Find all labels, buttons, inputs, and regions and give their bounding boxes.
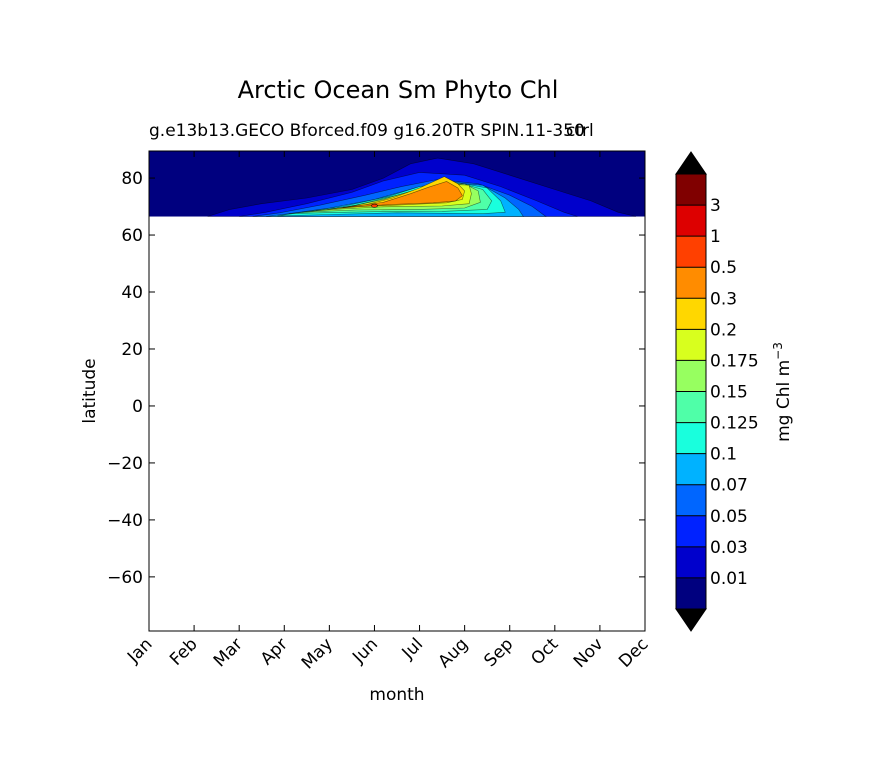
x-tick-label: Jan [123, 634, 156, 667]
contour-band-10 [342, 181, 463, 208]
y-tick-label: −40 [107, 511, 143, 531]
x-tick-label: Jun [348, 634, 382, 668]
colorbar-tick-label: 0.125 [710, 414, 759, 434]
colorbar-tick-label: 0.2 [710, 320, 737, 340]
x-tick-label: Dec [615, 634, 652, 671]
colorbar-swatch [676, 484, 706, 516]
colorbar-tick-label: 0.175 [710, 351, 759, 371]
y-tick-label: 20 [121, 340, 143, 360]
colorbar-tick-label: 0.07 [710, 476, 748, 496]
colorbar-swatch [676, 422, 706, 454]
colorbar-swatch [676, 174, 706, 206]
y-tick-label: −20 [107, 454, 143, 474]
chart-subtitle-case: g.e13b13.GECO Bforced.f09 g16.20TR SPIN.… [149, 121, 585, 141]
contour-field [149, 151, 645, 217]
x-tick-label: Aug [435, 634, 473, 672]
chart-title: Arctic Ocean Sm Phyto Chl [237, 76, 559, 104]
y-tick-label: 80 [121, 169, 143, 189]
y-tick-label: −60 [107, 568, 143, 588]
colorbar-tick-label: 0.01 [710, 569, 748, 589]
colorbar-swatch [676, 236, 706, 268]
plot-frame [148, 150, 646, 632]
colorbar-swatch [676, 329, 706, 361]
x-tick-label: May [298, 634, 337, 673]
colorbar-tick-label: 3 [710, 196, 721, 216]
colorbar-extend-top [675, 151, 707, 175]
colorbar-tick-label: 1 [710, 227, 721, 247]
x-tick-label: Feb [166, 634, 201, 669]
contour-spot [371, 203, 378, 208]
colorbar-tick-label: 0.15 [710, 383, 748, 403]
colorbar-tick-label: 0.1 [710, 445, 737, 465]
colorbar: 0.01 0.03 0.05 0.07 0.1 0.125 0.15 0.175 0.2 0.3 0… [675, 151, 794, 632]
x-tick-label: Nov [570, 634, 608, 672]
colorbar-swatch [676, 546, 706, 578]
plot-area: Jan Feb Mar Apr May Jun Jul Aug Sep Oct Nov Dec 80 6… [80, 150, 653, 705]
chart-subtitle-ctrl: ctrl [566, 121, 594, 141]
colorbar-swatch [676, 391, 706, 423]
x-tick-label: Sep [480, 634, 517, 671]
colorbar-swatch [676, 453, 706, 485]
x-tick-label: Jul [398, 634, 427, 663]
colorbar-tick-label: 0.05 [710, 507, 748, 527]
x-tick-label: Oct [527, 634, 562, 669]
colorbar-label: mg Chl m−3 [771, 342, 794, 442]
y-tick-label: 0 [132, 397, 143, 417]
colorbar-tick-label: 0.03 [710, 538, 748, 558]
colorbar-extend-bottom [675, 608, 707, 632]
y-axis-label: latitude [80, 358, 100, 423]
colorbar-tick-label: 0.5 [710, 258, 737, 278]
colorbar-swatch [676, 298, 706, 330]
y-axis: 80 60 40 20 0 −20 −40 −60 [107, 169, 645, 588]
y-tick-label: 60 [121, 226, 143, 246]
colorbar-swatch [676, 577, 706, 609]
x-tick-label: Mar [210, 634, 247, 671]
colorbar-tick-label: 0.3 [710, 289, 737, 309]
colorbar-swatch [676, 360, 706, 392]
colorbar-swatch [676, 205, 706, 237]
colorbar-swatch [676, 267, 706, 299]
x-tick-label: Apr [257, 634, 292, 669]
x-axis-label: month [369, 685, 424, 705]
colorbar-swatch [676, 515, 706, 547]
plot-background [149, 151, 645, 631]
y-tick-label: 40 [121, 283, 143, 303]
